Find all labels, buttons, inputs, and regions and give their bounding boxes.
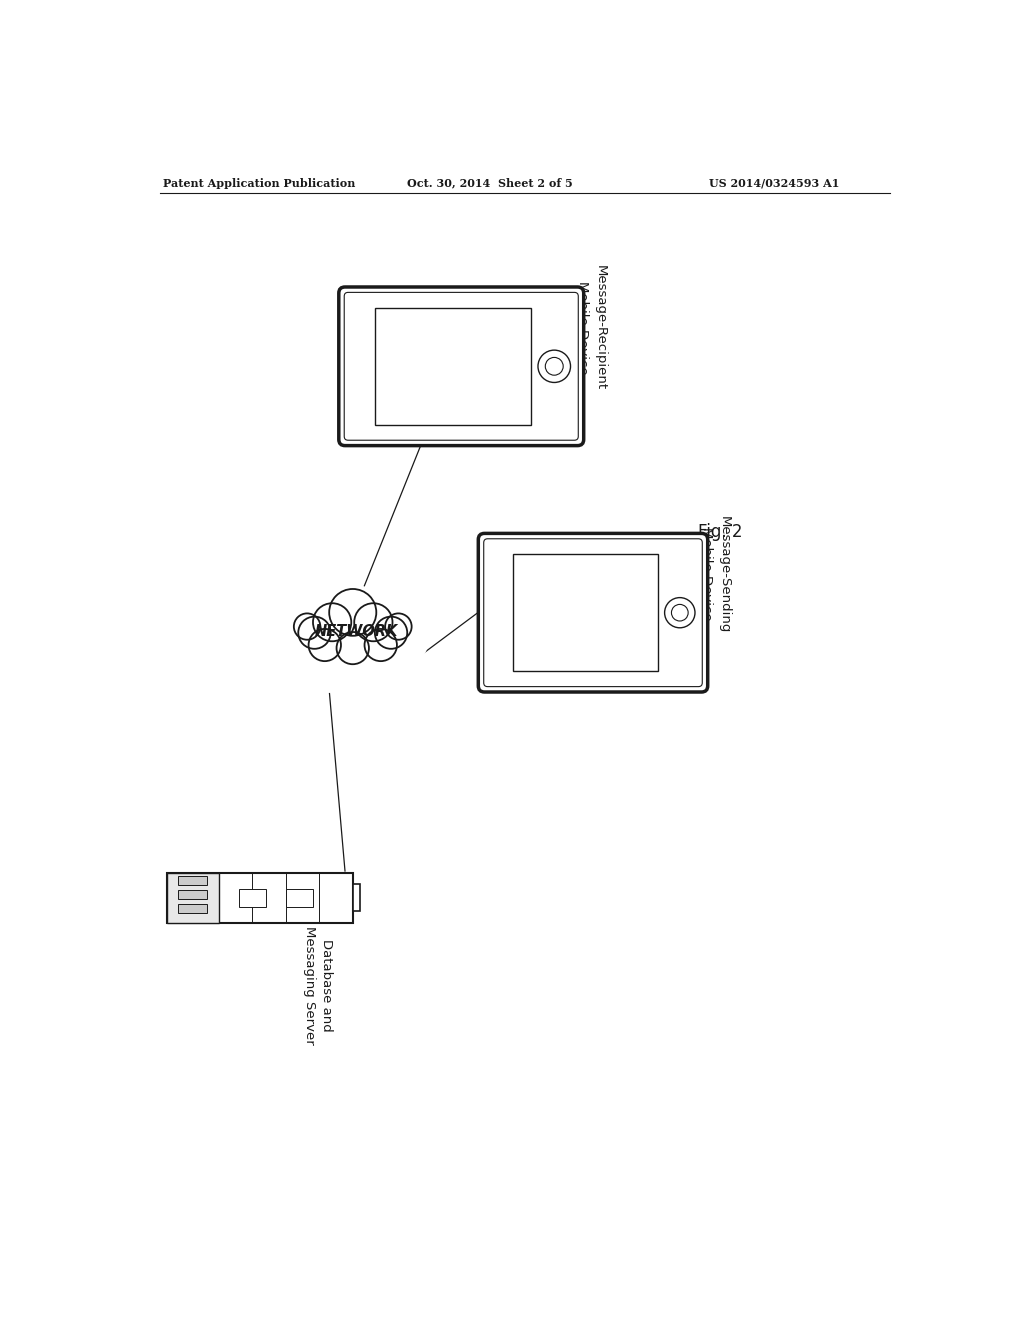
Circle shape (298, 616, 331, 649)
FancyBboxPatch shape (478, 533, 708, 692)
Circle shape (365, 628, 397, 661)
Text: Message-Sending
Mobile Device: Message-Sending Mobile Device (700, 516, 730, 632)
Text: US 2014/0324593 A1: US 2014/0324593 A1 (710, 178, 840, 189)
Text: NETWORK: NETWORK (315, 624, 398, 639)
Circle shape (294, 614, 321, 640)
FancyBboxPatch shape (339, 286, 584, 446)
Bar (239, 888, 265, 907)
Text: Oct. 30, 2014  Sheet 2 of 5: Oct. 30, 2014 Sheet 2 of 5 (407, 178, 572, 189)
Bar (375, 308, 531, 425)
Text: Database and
Messaging Server: Database and Messaging Server (303, 927, 333, 1045)
Bar (286, 888, 312, 907)
Text: Message-Recipient
Mobile Device: Message-Recipient Mobile Device (577, 265, 606, 391)
Circle shape (308, 601, 368, 659)
Circle shape (313, 603, 351, 642)
Ellipse shape (275, 586, 430, 685)
Bar (178, 890, 207, 899)
Circle shape (546, 358, 563, 375)
Circle shape (329, 589, 376, 636)
FancyBboxPatch shape (344, 293, 579, 441)
Circle shape (340, 602, 395, 657)
Bar (178, 904, 207, 912)
Circle shape (375, 616, 408, 649)
Bar (352, 884, 360, 911)
Circle shape (308, 628, 341, 661)
Text: Fig. 2: Fig. 2 (697, 523, 742, 541)
Circle shape (354, 603, 392, 642)
Bar (513, 554, 658, 671)
Bar (167, 873, 219, 923)
Text: Patent Application Publication: Patent Application Publication (163, 178, 355, 189)
Circle shape (337, 632, 369, 664)
Bar (178, 875, 207, 884)
Circle shape (672, 605, 688, 620)
Circle shape (538, 350, 570, 383)
Bar (167, 873, 352, 923)
Circle shape (385, 614, 412, 640)
FancyBboxPatch shape (483, 539, 702, 686)
Circle shape (665, 598, 695, 628)
